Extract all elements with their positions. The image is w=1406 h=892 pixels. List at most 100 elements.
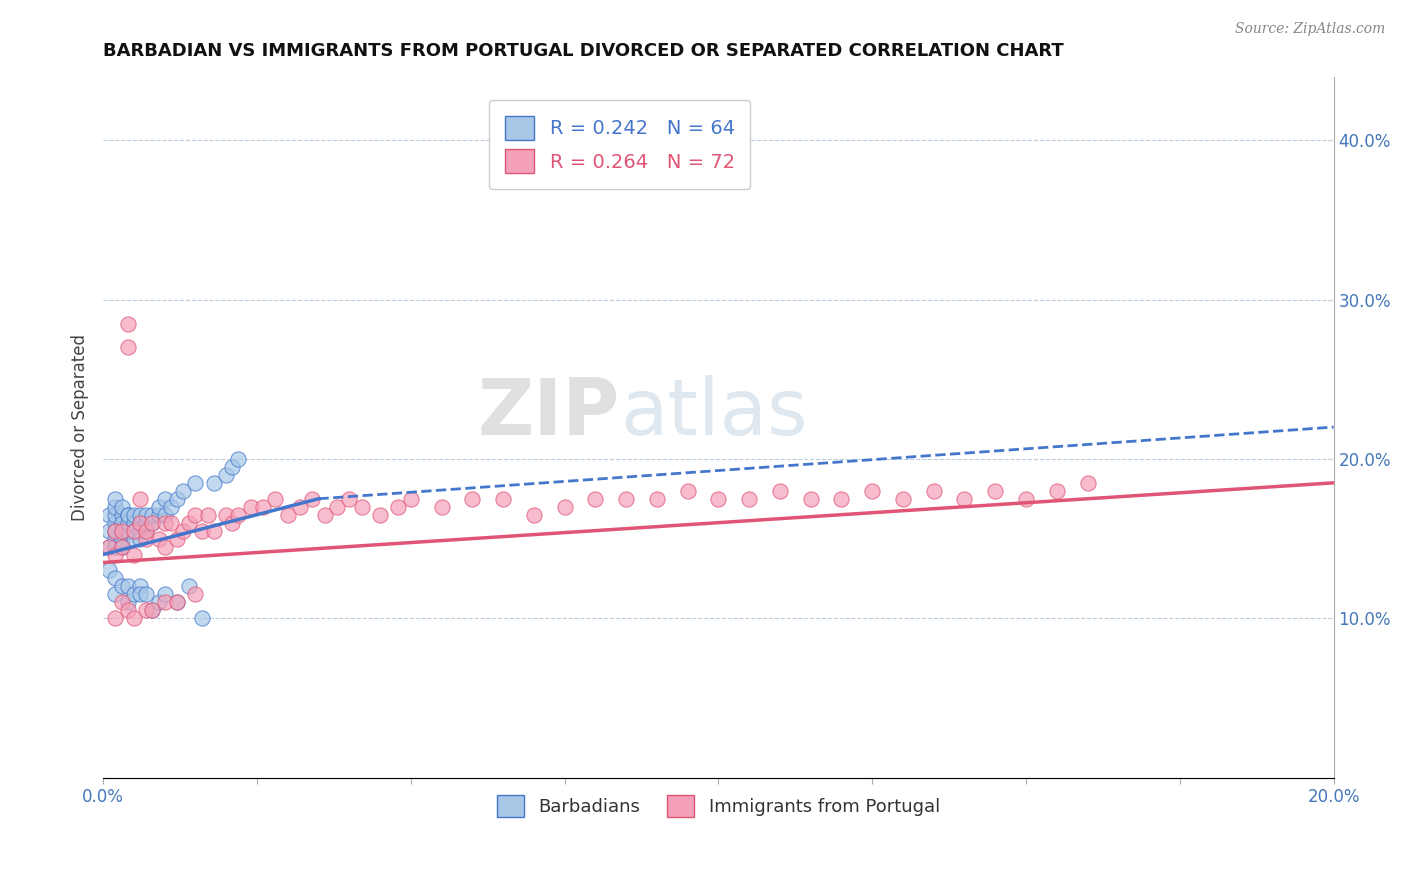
Point [117, 340, 139, 354]
Point [141, 603, 163, 617]
Point [676, 483, 699, 498]
Point [104, 611, 127, 625]
Point [117, 524, 139, 538]
Point [104, 532, 127, 546]
Point [350, 500, 373, 514]
Point [117, 516, 139, 530]
Point [110, 579, 132, 593]
Point [129, 579, 152, 593]
Point [461, 491, 484, 506]
Point [148, 500, 170, 514]
Point [153, 508, 176, 522]
Point [215, 508, 238, 522]
Point [122, 587, 145, 601]
Point [707, 491, 730, 506]
Point [122, 524, 145, 538]
Point [117, 524, 139, 538]
Point [98, 540, 121, 554]
Point [239, 500, 262, 514]
Point [117, 603, 139, 617]
Point [141, 603, 163, 617]
Point [129, 524, 152, 538]
Text: BARBADIAN VS IMMIGRANTS FROM PORTUGAL DIVORCED OR SEPARATED CORRELATION CHART: BARBADIAN VS IMMIGRANTS FROM PORTUGAL DI… [103, 42, 1064, 60]
Point [110, 524, 132, 538]
Point [135, 508, 157, 522]
Point [159, 516, 181, 530]
Point [179, 516, 201, 530]
Point [117, 317, 139, 331]
Point [891, 491, 914, 506]
Text: Source: ZipAtlas.com: Source: ZipAtlas.com [1234, 22, 1385, 37]
Point [117, 508, 139, 522]
Point [117, 508, 139, 522]
Point [614, 491, 637, 506]
Legend: Barbadians, Immigrants from Portugal: Barbadians, Immigrants from Portugal [489, 789, 948, 824]
Point [129, 587, 152, 601]
Point [800, 491, 823, 506]
Y-axis label: Divorced or Separated: Divorced or Separated [72, 334, 89, 521]
Point [135, 516, 157, 530]
Point [135, 532, 157, 546]
Point [202, 524, 225, 538]
Point [122, 548, 145, 562]
Point [117, 579, 139, 593]
Text: ZIP: ZIP [478, 375, 620, 451]
Point [122, 508, 145, 522]
Point [110, 540, 132, 554]
Point [368, 508, 391, 522]
Point [104, 548, 127, 562]
Point [221, 516, 243, 530]
Point [129, 491, 152, 506]
Point [153, 587, 176, 601]
Point [387, 500, 409, 514]
Point [1076, 475, 1098, 490]
Point [135, 603, 157, 617]
Point [153, 516, 176, 530]
Point [104, 516, 127, 530]
Point [135, 524, 157, 538]
Point [104, 524, 127, 538]
Point [110, 524, 132, 538]
Point [228, 452, 250, 467]
Point [554, 500, 576, 514]
Point [129, 532, 152, 546]
Point [314, 508, 336, 522]
Point [122, 532, 145, 546]
Point [172, 483, 194, 498]
Point [110, 524, 132, 538]
Point [110, 540, 132, 554]
Point [104, 508, 127, 522]
Point [202, 475, 225, 490]
Point [153, 595, 176, 609]
Point [104, 524, 127, 538]
Point [153, 491, 176, 506]
Point [122, 524, 145, 538]
Point [117, 595, 139, 609]
Point [190, 524, 212, 538]
Point [110, 540, 132, 554]
Point [179, 579, 201, 593]
Point [166, 595, 188, 609]
Point [110, 516, 132, 530]
Point [583, 491, 606, 506]
Point [190, 611, 212, 625]
Point [135, 524, 157, 538]
Point [148, 532, 170, 546]
Point [1015, 491, 1038, 506]
Point [122, 516, 145, 530]
Point [129, 508, 152, 522]
Point [337, 491, 360, 506]
Point [98, 508, 121, 522]
Point [104, 540, 127, 554]
Point [215, 467, 238, 482]
Point [104, 491, 127, 506]
Point [104, 571, 127, 585]
Point [98, 540, 121, 554]
Point [228, 508, 250, 522]
Point [984, 483, 1007, 498]
Point [399, 491, 422, 506]
Point [184, 475, 207, 490]
Point [110, 595, 132, 609]
Point [148, 595, 170, 609]
Point [98, 564, 121, 578]
